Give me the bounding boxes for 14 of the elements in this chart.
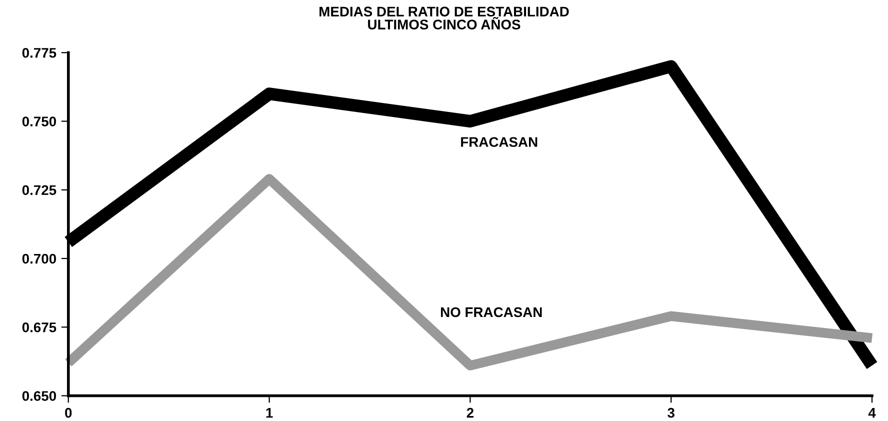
y-tick-label: 0.675 [22, 322, 56, 332]
y-tick-label: 0.700 [22, 254, 56, 264]
x-tick-label: 3 [668, 408, 674, 418]
series-label: NO FRACASAN [440, 307, 542, 318]
x-tick-label: 2 [466, 408, 474, 418]
chart-title: MEDIAS DEL RATIO DE ESTABILIDAD ULTIMOS CINCO AÑOS [320, 6, 569, 30]
series-label: FRACASAN [461, 137, 538, 147]
x-tick-label: 0 [65, 408, 72, 418]
y-tick-label: 0.750 [22, 116, 56, 126]
y-tick-label: 0.775 [22, 48, 56, 58]
y-tick-label: 0.725 [22, 185, 56, 196]
y-tick-label: 0.650 [22, 391, 56, 401]
x-tick-label: 4 [868, 408, 876, 418]
x-tick-label: 1 [266, 408, 273, 418]
